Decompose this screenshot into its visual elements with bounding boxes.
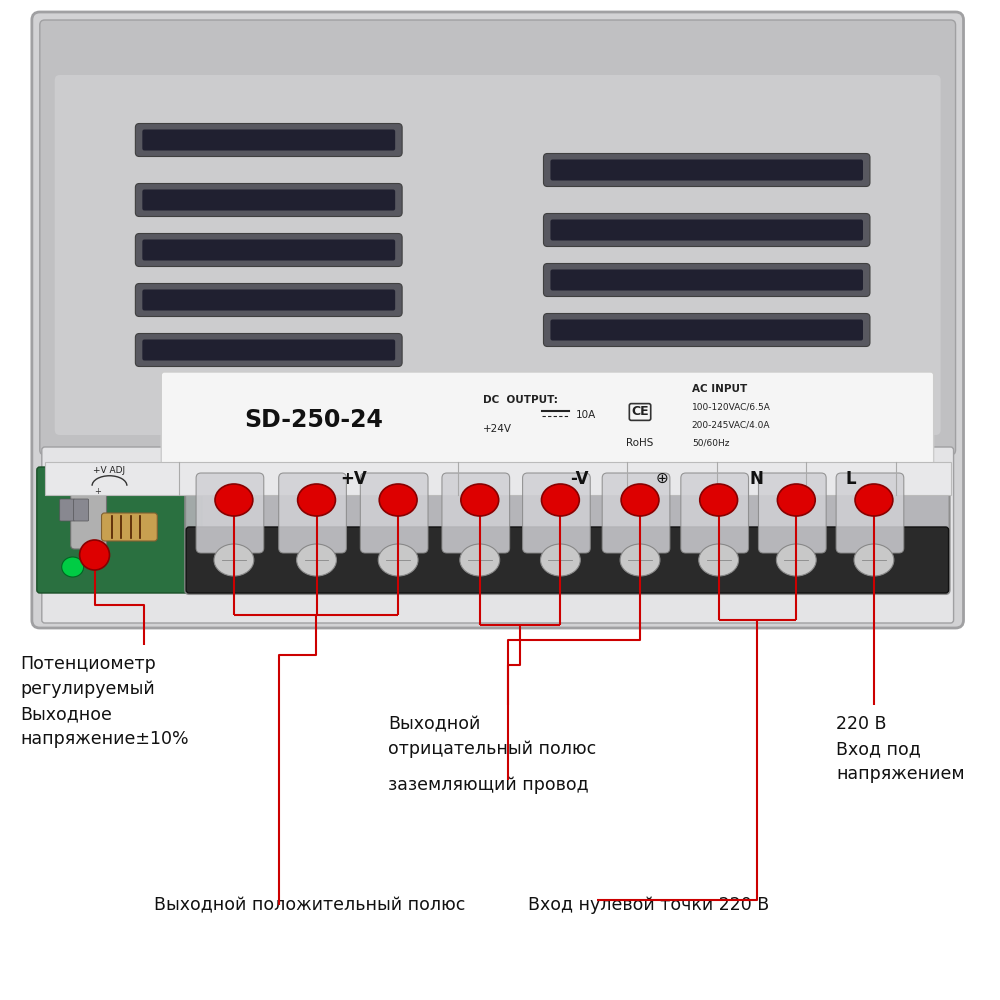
FancyBboxPatch shape [360,473,428,553]
FancyBboxPatch shape [681,473,749,553]
Text: 220 В
Вход под
напряжением: 220 В Вход под напряжением [836,715,965,783]
Ellipse shape [777,484,815,516]
Text: Выходной
отрицательный полюс: Выходной отрицательный полюс [388,715,596,758]
FancyBboxPatch shape [279,473,346,553]
Ellipse shape [699,544,739,576]
FancyBboxPatch shape [142,239,395,260]
Ellipse shape [855,484,893,516]
Text: CE: CE [631,405,649,418]
FancyBboxPatch shape [142,290,395,310]
FancyBboxPatch shape [32,12,964,628]
FancyBboxPatch shape [142,129,395,150]
FancyBboxPatch shape [55,75,941,435]
Text: -V: -V [570,470,589,488]
Text: 1: 1 [231,489,237,498]
Ellipse shape [540,544,580,576]
Text: 6: 6 [637,489,643,498]
FancyBboxPatch shape [758,473,826,553]
Text: 8: 8 [793,489,799,498]
FancyBboxPatch shape [74,499,89,521]
Text: 200-245VAC/4.0A: 200-245VAC/4.0A [692,420,770,429]
Ellipse shape [297,544,336,576]
Text: 50/60Hz: 50/60Hz [692,438,729,447]
Text: DC  OUTPUT:: DC OUTPUT: [483,395,558,405]
Ellipse shape [621,484,659,516]
Text: ⊕: ⊕ [656,471,668,486]
FancyBboxPatch shape [550,159,863,180]
FancyBboxPatch shape [186,527,949,593]
Ellipse shape [214,544,254,576]
FancyBboxPatch shape [543,213,870,246]
FancyBboxPatch shape [142,189,395,210]
FancyBboxPatch shape [135,123,402,156]
FancyBboxPatch shape [196,473,264,553]
FancyBboxPatch shape [142,339,395,360]
FancyBboxPatch shape [523,473,590,553]
Text: 9: 9 [871,489,877,498]
Text: SD-250-24: SD-250-24 [244,408,383,432]
FancyBboxPatch shape [135,284,402,316]
Ellipse shape [378,544,418,576]
FancyBboxPatch shape [550,319,863,340]
FancyBboxPatch shape [37,467,202,593]
Text: 5: 5 [558,489,563,498]
FancyBboxPatch shape [550,219,863,240]
Text: заземляющий провод: заземляющий провод [388,776,589,794]
Ellipse shape [776,544,816,576]
FancyBboxPatch shape [602,473,670,553]
Text: 10A: 10A [575,410,596,420]
Ellipse shape [298,484,335,516]
FancyBboxPatch shape [543,263,870,296]
Text: RoHS: RoHS [626,438,654,448]
Ellipse shape [700,484,738,516]
Ellipse shape [80,540,109,570]
Text: Потенциометр
регулируемый
Выходное
напряжение±10%: Потенциометр регулируемый Выходное напря… [20,655,189,748]
FancyBboxPatch shape [185,466,950,594]
Text: 3: 3 [395,489,401,498]
Text: Выходной положительный полюс: Выходной положительный полюс [154,896,466,914]
FancyBboxPatch shape [543,313,870,346]
FancyBboxPatch shape [60,499,75,521]
Text: +24V: +24V [483,424,512,434]
FancyBboxPatch shape [45,462,951,495]
Ellipse shape [215,484,253,516]
FancyBboxPatch shape [135,183,402,216]
FancyBboxPatch shape [71,486,107,549]
Ellipse shape [461,484,499,516]
Text: 100-120VAC/6.5A: 100-120VAC/6.5A [692,402,771,411]
Text: +: + [94,487,101,496]
Text: AC INPUT: AC INPUT [692,383,747,393]
FancyBboxPatch shape [102,513,157,541]
Text: L: L [846,470,856,488]
Ellipse shape [854,544,894,576]
Text: +V: +V [340,470,367,488]
Ellipse shape [379,484,417,516]
Text: 4: 4 [477,489,483,498]
FancyBboxPatch shape [543,153,870,186]
FancyBboxPatch shape [161,372,934,468]
FancyBboxPatch shape [836,473,904,553]
Text: +V ADJ: +V ADJ [93,466,126,475]
Text: 7: 7 [716,489,722,498]
FancyBboxPatch shape [40,20,956,455]
Text: Вход нулевой точки 220 В: Вход нулевой точки 220 В [528,896,769,914]
FancyBboxPatch shape [550,269,863,290]
Ellipse shape [62,557,84,577]
FancyBboxPatch shape [135,233,402,266]
FancyBboxPatch shape [135,333,402,366]
Ellipse shape [541,484,579,516]
FancyBboxPatch shape [42,447,954,623]
Text: N: N [750,470,763,488]
Ellipse shape [620,544,660,576]
Ellipse shape [460,544,500,576]
Text: 2: 2 [314,489,319,498]
FancyBboxPatch shape [442,473,510,553]
